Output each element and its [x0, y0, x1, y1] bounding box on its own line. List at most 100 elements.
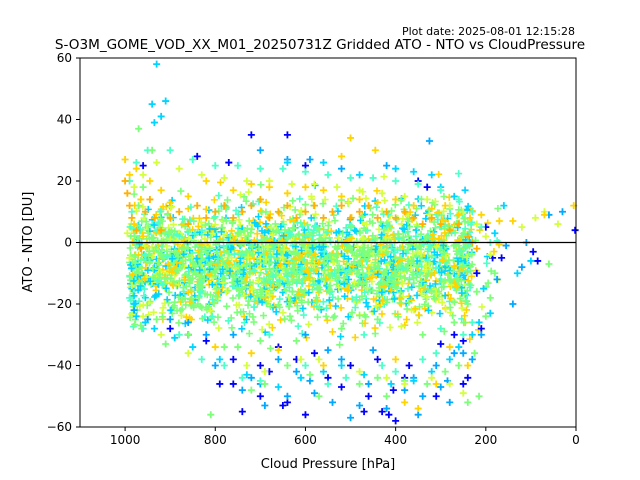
- cloud-point-marker: [158, 246, 166, 254]
- data-point-marker: [198, 355, 206, 363]
- cloud-point-marker: [242, 316, 250, 324]
- data-point-marker: [128, 208, 136, 216]
- cloud-point-marker: [382, 234, 390, 242]
- cloud-point-marker: [352, 227, 360, 235]
- cloud-point-marker: [340, 257, 348, 265]
- data-point-marker: [365, 380, 373, 388]
- cloud-point-marker: [142, 218, 150, 226]
- cloud-point-marker: [293, 219, 301, 227]
- cloud-point-marker: [289, 224, 297, 232]
- cloud-point-marker: [339, 320, 347, 328]
- cloud-point-marker: [189, 258, 197, 266]
- cloud-point-marker: [129, 271, 137, 279]
- cloud-point-marker: [182, 313, 190, 321]
- data-point-marker: [455, 220, 463, 228]
- cloud-point-marker: [399, 215, 407, 223]
- cloud-point-marker: [233, 269, 241, 277]
- data-point-marker: [482, 312, 490, 320]
- data-point-marker: [371, 146, 379, 154]
- cloud-point-marker: [253, 288, 261, 296]
- data-point-marker: [234, 162, 242, 170]
- cloud-point-marker: [206, 225, 214, 233]
- data-point-marker: [148, 100, 156, 108]
- data-point-marker: [432, 362, 440, 369]
- cloud-point-marker: [442, 305, 450, 313]
- cloud-point-marker: [235, 216, 243, 224]
- cloud-point-marker: [463, 306, 471, 314]
- data-point-marker: [229, 214, 237, 222]
- data-point-marker: [310, 180, 318, 188]
- data-point-marker: [342, 374, 350, 382]
- cloud-point-marker: [356, 312, 364, 320]
- cloud-point-marker: [374, 270, 382, 278]
- data-point-marker: [310, 389, 318, 397]
- cloud-point-marker: [335, 267, 343, 275]
- cloud-point-marker: [357, 216, 365, 224]
- data-point-marker: [123, 189, 131, 197]
- data-point-marker: [139, 232, 147, 240]
- cloud-point-marker: [356, 229, 364, 237]
- data-point-marker: [247, 180, 255, 188]
- cloud-point-marker: [377, 246, 385, 254]
- data-point-marker: [554, 220, 562, 228]
- data-point-marker: [306, 371, 314, 379]
- data-point-marker: [455, 343, 463, 351]
- data-point-marker: [211, 208, 219, 216]
- cloud-point-marker: [464, 277, 472, 285]
- data-point-marker: [130, 220, 138, 228]
- cloud-point-marker: [196, 302, 204, 310]
- cloud-point-marker: [250, 303, 258, 311]
- cloud-point-marker: [127, 264, 135, 272]
- cloud-point-marker: [188, 274, 196, 282]
- data-point-marker: [324, 171, 332, 179]
- data-point-marker: [527, 257, 535, 265]
- data-point-marker: [473, 220, 481, 228]
- cloud-point-marker: [468, 272, 476, 280]
- cloud-point-marker: [202, 205, 210, 213]
- cloud-point-marker: [171, 298, 179, 306]
- cloud-point-marker: [266, 344, 274, 352]
- cloud-point-marker: [157, 215, 165, 223]
- cloud-point-marker: [224, 317, 232, 325]
- data-point-marker: [135, 202, 143, 210]
- data-point-marker: [211, 362, 219, 369]
- data-point-marker: [132, 165, 140, 173]
- cloud-point-marker: [267, 258, 275, 266]
- cloud-point-marker: [141, 242, 149, 250]
- cloud-point-marker: [438, 298, 446, 306]
- cloud-point-marker: [141, 251, 149, 259]
- data-point-marker: [283, 131, 291, 139]
- cloud-point-marker: [430, 218, 438, 226]
- cloud-point-marker: [253, 258, 261, 266]
- data-point-marker: [137, 322, 145, 330]
- cloud-point-marker: [326, 282, 334, 290]
- cloud-point-marker: [296, 291, 304, 299]
- cloud-point-marker: [141, 275, 149, 283]
- data-point-marker: [157, 226, 165, 234]
- cloud-point-marker: [135, 297, 143, 305]
- data-point-marker: [347, 174, 355, 182]
- cloud-point-marker: [276, 295, 284, 303]
- cloud-point-marker: [399, 264, 407, 272]
- cloud-point-marker: [439, 241, 447, 249]
- data-point-marker: [220, 174, 228, 182]
- cloud-point-marker: [217, 270, 225, 278]
- cloud-point-marker: [145, 311, 153, 319]
- data-point-marker: [480, 285, 488, 293]
- data-point-marker: [455, 211, 463, 219]
- cloud-point-marker: [454, 250, 462, 258]
- cloud-point-marker: [316, 235, 324, 243]
- cloud-point-marker: [229, 294, 237, 302]
- data-point-marker: [446, 380, 454, 388]
- data-point-marker: [234, 343, 242, 351]
- cloud-point-marker: [273, 265, 281, 273]
- data-point-marker: [297, 355, 305, 363]
- data-point-marker: [500, 202, 508, 210]
- cloud-point-marker: [430, 258, 438, 266]
- cloud-point-marker: [157, 207, 165, 215]
- data-point-marker: [383, 162, 391, 170]
- data-point-marker: [256, 337, 264, 345]
- cloud-point-marker: [285, 281, 293, 289]
- data-point-marker: [464, 300, 472, 308]
- cloud-point-marker: [144, 266, 152, 274]
